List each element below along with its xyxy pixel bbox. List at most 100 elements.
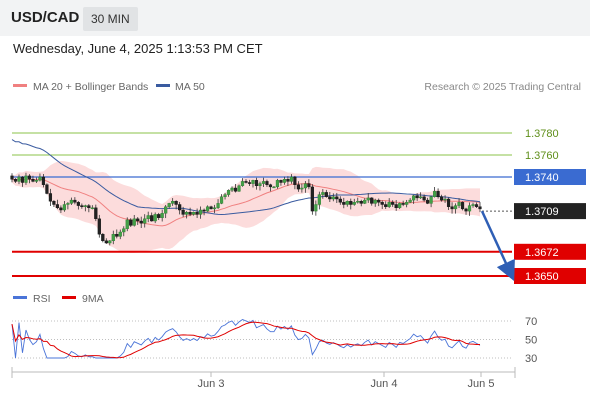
support-label-box — [514, 268, 586, 284]
candle-up — [314, 204, 318, 212]
bollinger-band-area — [12, 160, 480, 253]
candle-up — [356, 200, 360, 203]
candle-up — [83, 205, 87, 207]
ma50-line — [11, 139, 481, 215]
candle-down — [104, 240, 108, 244]
candle-up — [24, 175, 28, 183]
candle-up — [419, 196, 423, 199]
ma50-legend-swatch — [156, 84, 170, 87]
candle-up — [467, 205, 472, 212]
candle-up — [69, 199, 73, 204]
candle-up — [363, 199, 367, 204]
candle-up — [122, 228, 126, 233]
support-label-box — [514, 243, 586, 260]
candle-down — [439, 196, 444, 201]
ma20-line — [11, 178, 481, 227]
candle-up — [153, 214, 157, 222]
candle-down — [97, 218, 101, 235]
x-axis-tick-label: Jun 4 — [371, 378, 398, 390]
candle-down — [338, 198, 342, 203]
candle-down — [80, 205, 84, 207]
candle-up — [432, 191, 437, 198]
candle-up — [387, 202, 391, 207]
candle-down — [268, 184, 273, 188]
candle-up — [108, 240, 112, 244]
candle-up — [289, 176, 294, 182]
level-price-labels: 1.3780 1.3760 1.3740 1.3709 1.3672 1.3650 — [514, 128, 586, 284]
candle-up — [443, 198, 447, 201]
candle-up — [171, 200, 175, 204]
candle-up — [62, 204, 66, 211]
moving-averages — [11, 139, 481, 227]
candle-down — [446, 198, 451, 207]
candle-down — [450, 206, 454, 210]
candle-up — [251, 180, 255, 184]
candle-down — [76, 202, 80, 206]
candle-up — [240, 181, 245, 186]
candle-down — [286, 178, 290, 182]
rsi-level-label: 70 — [525, 316, 537, 328]
candle-down — [178, 204, 182, 211]
candle-up — [216, 203, 220, 208]
candle-up — [282, 178, 287, 183]
candle-down — [45, 184, 49, 194]
candle-down — [10, 175, 14, 180]
candle-down — [342, 202, 346, 205]
candle-down — [422, 196, 426, 201]
candle-down — [436, 191, 440, 198]
candle-down — [31, 178, 35, 182]
candle-up — [300, 187, 304, 190]
ma50-legend-label: MA 50 — [175, 81, 205, 93]
candle-down — [20, 176, 25, 183]
timeframe-badge[interactable]: 30 MIN — [83, 7, 138, 31]
candle-up — [132, 218, 136, 226]
candle-down — [310, 186, 314, 212]
candle-up — [373, 199, 377, 204]
candle-up — [331, 196, 335, 200]
current-price-box — [514, 203, 586, 220]
candle-up — [219, 196, 224, 204]
candle-down — [415, 195, 419, 199]
candle-up — [345, 200, 349, 205]
candle-up — [453, 205, 458, 210]
candle-up — [192, 211, 196, 215]
candle-up — [223, 194, 227, 198]
candle-up — [66, 203, 70, 205]
candle-up — [471, 204, 475, 206]
candle-down — [157, 214, 161, 218]
candle-up — [198, 209, 203, 215]
candle-up — [146, 215, 150, 219]
ma20-legend-swatch — [13, 84, 27, 87]
candle-down — [335, 196, 339, 200]
candle-up — [125, 219, 129, 229]
datetime-label: Wednesday, June 4, 2025 1:13:53 PM CET — [13, 41, 263, 56]
candle-up — [160, 213, 164, 218]
forecast-arrow — [480, 210, 515, 282]
candle-down — [209, 206, 213, 210]
candle-up — [164, 206, 168, 214]
candle-down — [59, 207, 63, 211]
candlesticks — [10, 172, 482, 246]
candle-down — [254, 180, 259, 187]
candle-up — [405, 202, 409, 205]
candle-up — [90, 207, 94, 210]
candle-up — [275, 180, 280, 188]
candle-up — [258, 183, 262, 187]
candle-down — [265, 181, 269, 185]
candle-down — [391, 202, 395, 205]
candle-down — [328, 196, 332, 200]
candle-up — [118, 231, 122, 237]
candle-up — [412, 195, 416, 201]
candle-up — [212, 207, 217, 210]
candle-up — [143, 218, 147, 224]
candle-down — [324, 192, 328, 197]
x-axis-tick-label: Jun 5 — [468, 378, 495, 390]
candle-down — [426, 199, 430, 204]
rsi-level-label: 50 — [525, 335, 537, 347]
candle-down — [244, 181, 248, 183]
candle-up — [17, 176, 21, 182]
candle-up — [317, 194, 321, 205]
rsi-panel: 70 50 30 — [11, 316, 537, 365]
rsi-ma-legend-label: 9MA — [82, 293, 104, 305]
